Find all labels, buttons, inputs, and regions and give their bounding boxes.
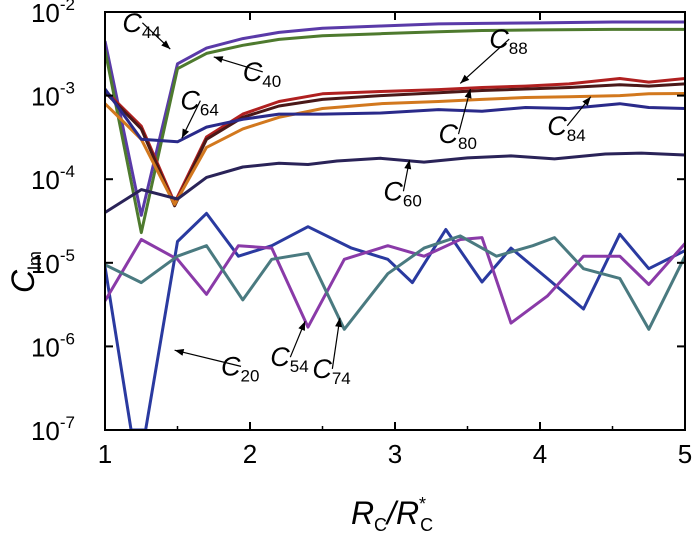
annotation-arrowhead-C54	[298, 321, 306, 331]
y-tick-label: 10-7	[31, 413, 75, 446]
series-line-C64	[105, 88, 685, 144]
x-axis-label: RC/R* C	[351, 494, 433, 535]
annotation-leader-C88	[459, 38, 510, 84]
annotation-label-C74: C74	[312, 354, 350, 388]
annotation-arrowhead-C64	[181, 128, 189, 139]
annotation-label-C80: C80	[439, 119, 477, 153]
x-tick-label: 2	[243, 439, 257, 469]
y-tick-label: 10-2	[31, 0, 75, 28]
y-tick-label: 10-3	[31, 79, 75, 112]
annotation-leader-C20	[174, 349, 242, 367]
annotation-label-C54: C54	[270, 342, 308, 376]
tick-layer: 1 2 3 4 5 10-7 10-6 10-5 10-4 10-3 10-2	[31, 0, 692, 469]
series-line-C84	[105, 92, 685, 206]
annotation-arrowhead-C20	[174, 349, 185, 356]
x-tick-label: 3	[388, 439, 402, 469]
x-tick-label: 1	[98, 439, 112, 469]
series-line-C40	[105, 27, 685, 235]
annotation-arrowhead-C84	[582, 96, 591, 106]
y-tick-label: 10-6	[31, 329, 75, 362]
plot-frame	[104, 11, 686, 431]
series-line-C44	[105, 20, 685, 217]
annotation-label-C60: C60	[383, 176, 421, 210]
annotation-arrowhead-C60	[404, 159, 412, 170]
x-tick-label: 5	[678, 439, 692, 469]
y-tick-label: 10-5	[31, 246, 75, 279]
annotation-arrowhead-C80	[464, 89, 472, 99]
annotation-arrowhead-C74	[335, 317, 342, 328]
series-line-C20	[105, 211, 685, 430]
annotation-label-C20: C20	[221, 351, 259, 385]
annotation-arrowhead-C40	[213, 56, 224, 63]
annotation-label-C84: C84	[547, 111, 585, 145]
annotation-arrowhead-C44	[161, 40, 171, 50]
annotation-label-C40: C40	[243, 57, 281, 91]
series-layer	[105, 20, 685, 430]
x-tick-label: 4	[533, 439, 547, 469]
y-axis-label: Clm	[5, 251, 45, 293]
series-line-C60	[105, 151, 685, 214]
y-tick-label: 10-4	[31, 162, 75, 195]
annotation-label-C64: C64	[180, 86, 218, 120]
series-line-C54	[105, 236, 685, 329]
series-line-C74	[105, 234, 685, 331]
annotation-arrowhead-C88	[460, 74, 470, 84]
